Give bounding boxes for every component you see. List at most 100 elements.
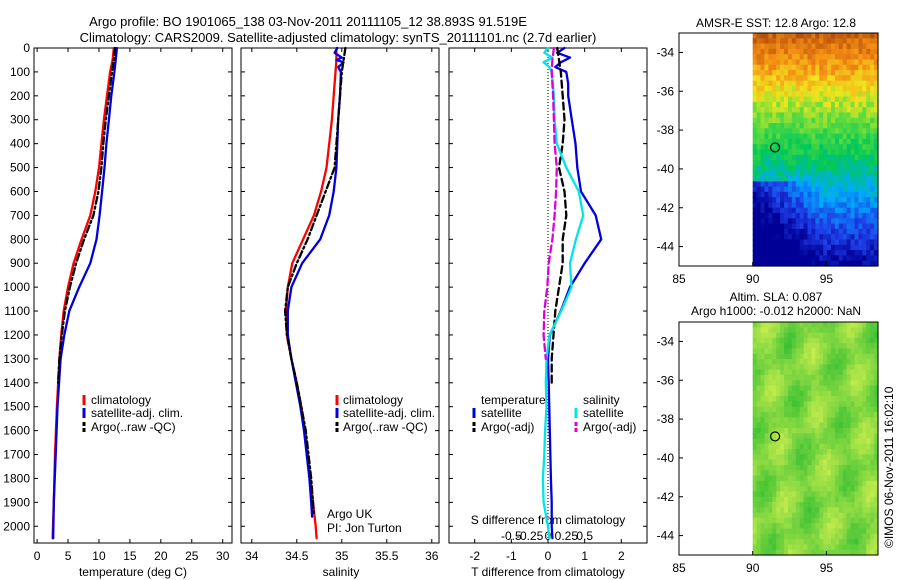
map-cell <box>831 422 836 429</box>
map-cell <box>799 244 805 251</box>
map-cell <box>858 417 863 424</box>
map-cell <box>803 496 809 503</box>
map-cell <box>842 149 848 156</box>
map-cell <box>874 337 879 344</box>
map-cell <box>827 154 832 161</box>
map-cell <box>827 533 832 540</box>
map-cell <box>768 401 773 408</box>
map-cell <box>764 396 769 403</box>
map-cell <box>854 117 860 124</box>
map-cell <box>811 433 816 440</box>
map-cell <box>850 96 856 103</box>
map-cell <box>807 327 813 334</box>
map-cell <box>870 244 875 251</box>
map-cell <box>819 186 824 193</box>
map-cell <box>787 427 793 434</box>
map-cell <box>764 549 769 556</box>
map-cell <box>752 438 758 445</box>
map-cell <box>823 502 828 508</box>
map-cell <box>819 401 824 408</box>
map-cell <box>776 343 781 350</box>
map-cell <box>772 385 777 392</box>
map-cell <box>795 343 801 350</box>
map-cell <box>827 101 832 108</box>
map-cell <box>756 160 762 166</box>
map-cell <box>772 43 777 50</box>
map-cell <box>819 459 824 466</box>
map-cell <box>823 75 828 82</box>
map-cell <box>815 443 820 450</box>
map-cell <box>752 327 758 334</box>
map-cell <box>811 359 816 365</box>
map-cell <box>838 454 844 461</box>
map-cell <box>780 234 785 241</box>
map-cell <box>772 112 777 119</box>
map-cell <box>811 112 816 119</box>
map-cell <box>838 239 844 246</box>
map-cell <box>870 213 875 219</box>
x-tick-label: 0 <box>545 549 552 563</box>
map-cell <box>780 491 785 498</box>
map-cell <box>850 427 856 434</box>
map-cell <box>874 464 879 471</box>
x-tick-label: 85 <box>672 272 686 286</box>
map-cell <box>846 223 852 230</box>
map-cell <box>756 406 762 413</box>
map-cell <box>772 433 777 440</box>
map-cell <box>795 491 801 498</box>
map-cell <box>807 43 813 50</box>
map-cell <box>811 96 816 103</box>
map-cell <box>834 123 840 129</box>
map-cell <box>850 396 856 403</box>
map-cell <box>776 480 781 487</box>
map-cell <box>846 539 852 546</box>
map-cell <box>768 491 773 498</box>
map-cell <box>811 544 816 551</box>
map-cell <box>807 96 813 103</box>
map-cell <box>854 359 860 365</box>
map-cell <box>827 433 832 440</box>
map-cell <box>827 96 832 103</box>
map-cell <box>838 202 844 209</box>
map-cell <box>819 539 824 546</box>
map-cell <box>803 91 809 98</box>
map-cell <box>776 64 781 71</box>
y-tick-label: 100 <box>10 65 30 79</box>
map-cell <box>874 244 879 251</box>
y-tick-label: 800 <box>10 232 30 246</box>
map-cell <box>799 337 805 344</box>
map-cell <box>807 181 813 188</box>
map-cell <box>764 353 769 360</box>
map-cell <box>772 59 777 66</box>
map-cell <box>811 260 816 267</box>
map-cell <box>866 380 871 387</box>
map-cell <box>752 133 758 140</box>
map-cell <box>842 486 848 493</box>
map-cell <box>787 390 793 397</box>
map-cell <box>780 91 785 98</box>
map-cell <box>760 539 766 546</box>
map-cell <box>760 80 766 87</box>
map-cell <box>795 337 801 344</box>
map-cell <box>834 475 840 482</box>
map-cell <box>791 443 797 450</box>
map-cell <box>764 433 769 440</box>
map-cell <box>838 353 844 360</box>
map-cell <box>838 417 844 424</box>
map-cell <box>803 202 809 209</box>
map-cell <box>760 165 766 172</box>
map-cell <box>811 48 816 55</box>
map-cell <box>756 433 762 440</box>
map-cell <box>854 91 860 98</box>
y-tick-label: 300 <box>10 113 30 127</box>
map-cell <box>846 475 852 482</box>
map-cell <box>780 359 785 365</box>
map-cell <box>819 433 824 440</box>
map-cell <box>764 154 769 161</box>
map-cell <box>791 359 797 365</box>
map-cell <box>846 502 852 508</box>
map-cell <box>834 43 840 50</box>
map-cell <box>850 327 856 334</box>
map-cell <box>780 528 785 535</box>
map-cell <box>838 359 844 365</box>
